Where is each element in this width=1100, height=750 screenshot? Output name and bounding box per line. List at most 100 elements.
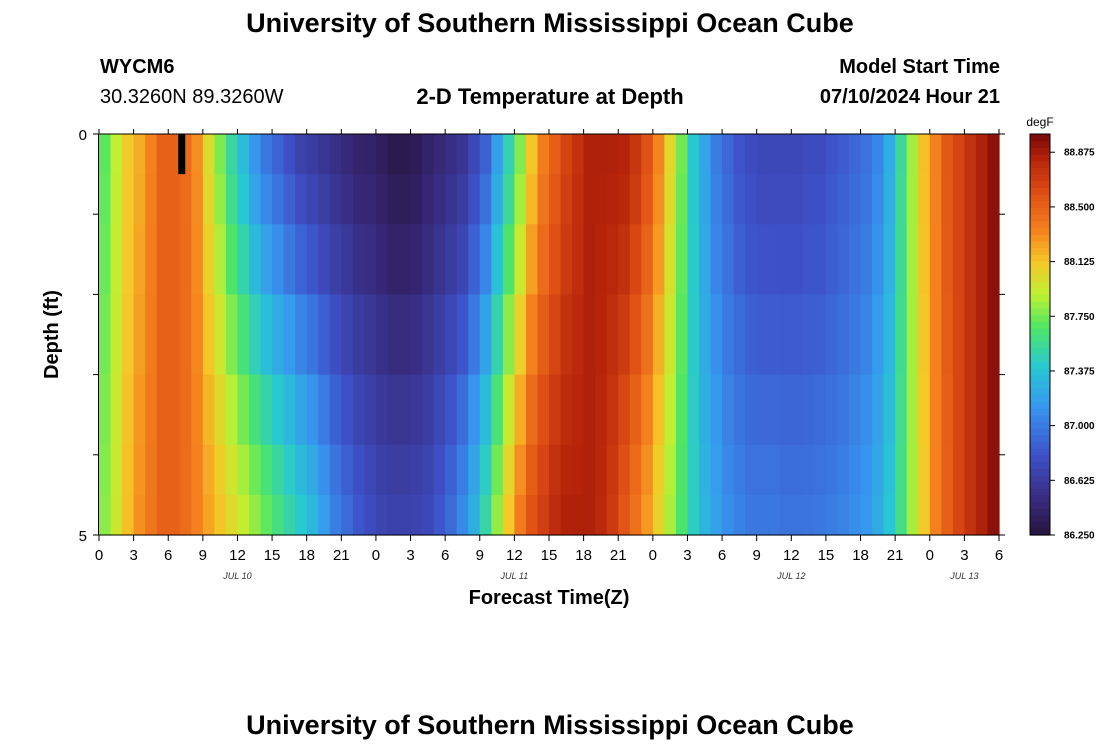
heatmap-cell <box>675 294 689 376</box>
heatmap-cell <box>122 224 135 295</box>
heatmap-cell <box>445 294 458 376</box>
heatmap-cell <box>306 174 319 225</box>
heatmap-cell <box>352 444 365 496</box>
heatmap-cell <box>145 224 158 295</box>
heatmap-cell <box>675 494 689 536</box>
x-tick-label: 15 <box>541 547 558 564</box>
heatmap-cell <box>364 374 377 446</box>
heatmap-cell <box>549 294 562 376</box>
heatmap-cell <box>710 374 723 446</box>
heatmap-cell <box>318 444 331 496</box>
heatmap-cell <box>249 374 262 446</box>
heatmap-cell <box>883 294 896 376</box>
heatmap-cell <box>422 444 435 496</box>
heatmap-cell <box>964 374 977 446</box>
heatmap-cell <box>975 374 989 446</box>
heatmap-cell <box>145 294 158 376</box>
colorbar-segment <box>1030 334 1050 342</box>
heatmap-cell <box>652 174 665 225</box>
colorbar-segment <box>1030 508 1050 516</box>
x-tick-label: 0 <box>926 547 934 564</box>
heatmap-cell <box>122 294 135 376</box>
heatmap-cell <box>791 494 804 536</box>
heatmap-cell <box>549 494 562 536</box>
heatmap-cell <box>410 294 423 376</box>
heatmap-cell <box>572 294 585 376</box>
heatmap-cell <box>583 374 596 446</box>
colorbar-segment <box>1030 247 1050 255</box>
heatmap-cell <box>110 174 123 225</box>
heatmap-cell <box>814 444 827 496</box>
heatmap-cell <box>433 134 446 175</box>
colorbar-segment <box>1030 260 1050 269</box>
heatmap-cell <box>272 174 285 225</box>
heatmap-cell <box>895 374 908 446</box>
x-tick-label: 9 <box>476 547 484 564</box>
heatmap-cell <box>987 374 1000 446</box>
colorbar-segment <box>1030 307 1050 316</box>
heatmap-cell <box>849 294 862 376</box>
heatmap-cell <box>225 224 239 295</box>
heatmap-cell <box>375 294 389 376</box>
heatmap-cell <box>791 444 804 496</box>
heatmap-cell <box>975 494 989 536</box>
heatmap-cell <box>479 134 492 175</box>
heatmap-cell <box>722 134 735 175</box>
heatmap-cell <box>675 224 689 295</box>
heatmap-cell <box>952 294 965 376</box>
heatmap-cell <box>906 444 919 496</box>
heatmap-cell <box>179 174 192 225</box>
heatmap-cell <box>629 294 642 376</box>
heatmap-cell <box>791 174 804 225</box>
heatmap-cell <box>699 224 712 295</box>
heatmap-cell <box>618 444 631 496</box>
heatmap-cell <box>572 174 585 225</box>
heatmap-cell <box>410 224 423 295</box>
heatmap-cell <box>872 494 885 536</box>
heatmap-cell <box>906 174 919 225</box>
colorbar-segment <box>1030 521 1050 529</box>
heatmap-cell <box>710 224 723 295</box>
colorbar-segment <box>1030 481 1050 489</box>
heatmap-cell <box>260 134 273 175</box>
page-title: University of Southern Mississippi Ocean… <box>246 8 854 38</box>
heatmap-cell <box>675 134 689 175</box>
heatmap-cell <box>502 374 515 446</box>
heatmap-cell <box>745 294 758 376</box>
heatmap-cell <box>122 444 135 496</box>
colorbar-segment <box>1030 267 1050 275</box>
heatmap-cell <box>99 224 112 295</box>
heatmap-cell <box>225 374 239 446</box>
heatmap-cell <box>283 494 296 536</box>
colorbar-tick-label: 88.875 <box>1064 148 1095 159</box>
heatmap-cell <box>687 174 700 225</box>
heatmap-cell <box>306 224 319 295</box>
heatmap-cell <box>352 294 365 376</box>
heatmap-cell <box>952 134 965 175</box>
heatmap-cell <box>756 224 769 295</box>
heatmap-cell <box>733 374 746 446</box>
heatmap-cell <box>422 294 435 376</box>
heatmap-cell <box>110 494 123 536</box>
heatmap-cell <box>699 374 712 446</box>
heatmap-cell <box>133 134 146 175</box>
heatmap-cell <box>745 174 758 225</box>
heatmap-cell <box>168 134 181 175</box>
heatmap-cell <box>987 224 1000 295</box>
heatmap-cell <box>433 224 446 295</box>
heatmap-cell <box>641 444 654 496</box>
heatmap-cell <box>214 494 227 536</box>
heatmap-cell <box>837 374 850 446</box>
heatmap-cell <box>756 374 769 446</box>
heatmap-cell <box>410 444 423 496</box>
heatmap-cell <box>560 374 573 446</box>
heatmap-cell <box>537 444 550 496</box>
colorbar-unit-label: degF <box>1026 115 1053 129</box>
heatmap-cell <box>514 444 527 496</box>
heatmap-cell <box>918 294 931 376</box>
heatmap-cell <box>687 494 700 536</box>
y-tick-label: 0 <box>79 127 87 144</box>
heatmap-cell <box>168 224 181 295</box>
heatmap-cell <box>179 494 192 536</box>
heatmap-cell <box>849 444 862 496</box>
